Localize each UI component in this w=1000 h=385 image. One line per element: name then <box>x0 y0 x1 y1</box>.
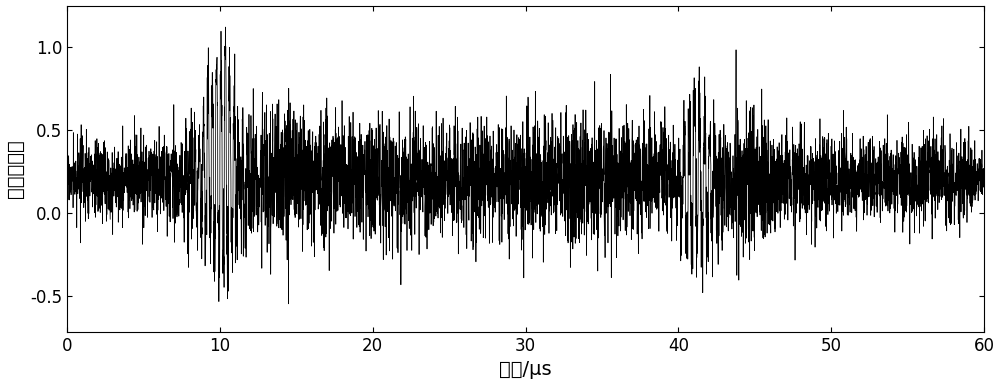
X-axis label: 时间/μs: 时间/μs <box>499 360 552 380</box>
Y-axis label: 归一化幅值: 归一化幅值 <box>6 139 25 198</box>
